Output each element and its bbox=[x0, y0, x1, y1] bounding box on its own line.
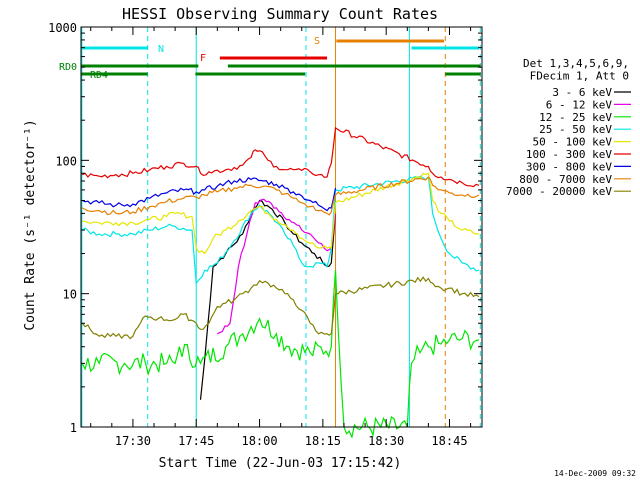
y-tick-label: 1000 bbox=[48, 21, 77, 35]
series-line bbox=[82, 176, 480, 216]
legend-label: 7000 - 20000 keV bbox=[506, 185, 612, 198]
x-tick-label: 18:45 bbox=[431, 434, 467, 448]
legend-header: Det 1,3,4,5,6,9, bbox=[523, 57, 629, 70]
legend-label: 6 - 12 keV bbox=[546, 98, 613, 111]
x-tick-label: 18:30 bbox=[368, 434, 404, 448]
x-tick-label: 18:15 bbox=[305, 434, 341, 448]
legend-label: 12 - 25 keV bbox=[539, 111, 612, 124]
y-axis-label: Count Rate (s⁻¹ detector⁻¹) bbox=[23, 119, 38, 330]
series-line bbox=[217, 198, 337, 335]
series-line bbox=[81, 175, 480, 285]
series-line bbox=[199, 199, 337, 400]
plot-area: N F S RD0 RD4 bbox=[59, 27, 481, 439]
x-tick-label: 17:30 bbox=[115, 434, 151, 448]
series-line bbox=[81, 270, 480, 439]
series-line bbox=[82, 177, 337, 212]
legend-label: 25 - 50 keV bbox=[539, 123, 612, 136]
flag-label-s: S bbox=[314, 36, 320, 47]
legend-header: FDecim 1, Att 0 bbox=[530, 70, 629, 83]
y-tick-label: 100 bbox=[55, 154, 77, 168]
flag-label-rd4: RD4 bbox=[90, 70, 108, 81]
plot-frame bbox=[80, 26, 483, 428]
legend-label: 300 - 800 keV bbox=[526, 160, 612, 173]
y-tick-label: 1 bbox=[70, 421, 77, 435]
flag-label-n: N bbox=[158, 44, 164, 55]
legend-label: 3 - 6 keV bbox=[552, 86, 612, 99]
x-tick-label: 18:00 bbox=[241, 434, 277, 448]
chart-title: HESSI Observing Summary Count Rates bbox=[122, 5, 438, 23]
flag-label-f: F bbox=[200, 53, 206, 64]
footer-date: 14-Dec-2009 09:32 bbox=[554, 469, 636, 478]
axes: 1 10 100 1000 17:30 17:45 18:00 18:15 18:30 18:45 bbox=[48, 21, 482, 448]
series-line bbox=[82, 126, 480, 188]
x-axis-label: Start Time (22-Jun-03 17:15:42) bbox=[159, 456, 402, 471]
series-line bbox=[82, 172, 479, 255]
y-tick-label: 10 bbox=[63, 288, 77, 302]
legend-label: 800 - 7000 keV bbox=[519, 173, 612, 186]
legend-label: 50 - 100 keV bbox=[533, 136, 613, 149]
flag-label-rd0: RD0 bbox=[59, 62, 77, 73]
x-tick-label: 17:45 bbox=[178, 434, 214, 448]
legend: Det 1,3,4,5,6,9,FDecim 1, Att 0 3 - 6 keV… bbox=[506, 57, 631, 198]
legend-label: 100 - 300 keV bbox=[526, 148, 612, 161]
series-line bbox=[81, 276, 480, 340]
